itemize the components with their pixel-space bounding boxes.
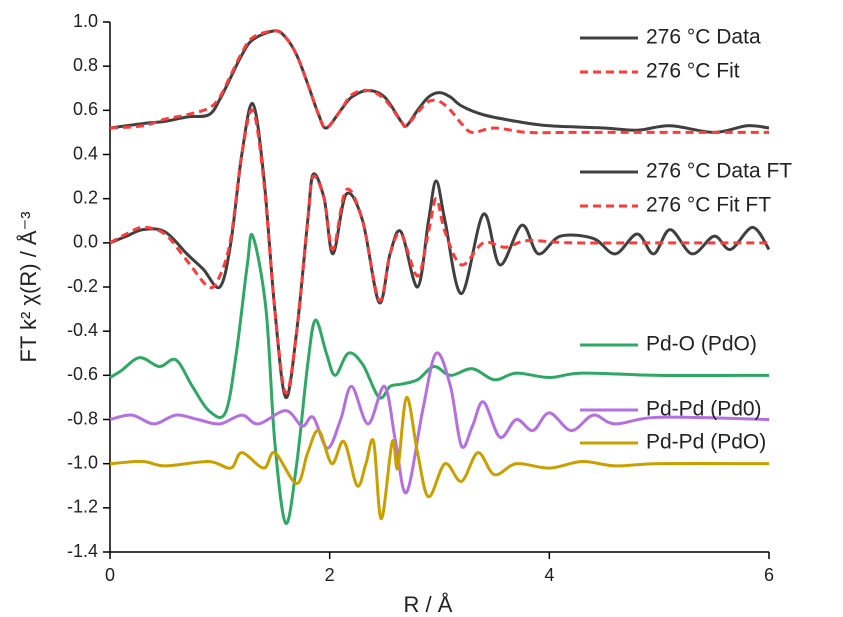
y-tick-label: 0.6: [73, 99, 98, 119]
series-line: [109, 351, 770, 495]
legend-label: 276 °C Data: [646, 26, 761, 49]
y-tick-label: 0.0: [73, 232, 98, 252]
legend-label: 276 °C Fit: [646, 60, 740, 83]
y-tick-label: -0.8: [67, 408, 98, 428]
series-line: [109, 102, 771, 399]
y-axis-label: FT k² χ(R) / Å⁻³: [16, 211, 41, 362]
y-tick-label: -0.2: [67, 276, 98, 296]
x-tick-label: 6: [764, 565, 774, 585]
series-line: [109, 108, 769, 395]
y-tick-label: 0.2: [73, 187, 98, 207]
legend-label: 276 °C Data FT: [646, 160, 792, 183]
y-tick-label: -0.4: [67, 320, 98, 340]
x-tick-label: 0: [105, 565, 115, 585]
series-line: [109, 29, 769, 135]
x-tick-label: 2: [325, 565, 335, 585]
series-line: [109, 395, 770, 521]
y-tick-label: -1.0: [67, 452, 98, 472]
y-tick-label: 0.4: [73, 143, 98, 163]
x-tick-label: 4: [544, 565, 554, 585]
y-tick-label: -1.2: [67, 497, 98, 517]
y-tick-label: 1.0: [73, 11, 98, 31]
legend-label: 276 °C Fit FT: [646, 194, 771, 217]
legend-label: Pd-Pd (PdO): [646, 431, 766, 454]
y-tick-label: 0.8: [73, 55, 98, 75]
y-tick-label: -1.4: [67, 541, 98, 561]
series-line: [109, 233, 770, 525]
legend-label: Pd-Pd (Pd0): [646, 398, 762, 421]
x-axis-label: R / Å: [404, 592, 453, 617]
y-tick-label: -0.6: [67, 364, 98, 384]
legend-label: Pd-O (PdO): [646, 333, 757, 356]
